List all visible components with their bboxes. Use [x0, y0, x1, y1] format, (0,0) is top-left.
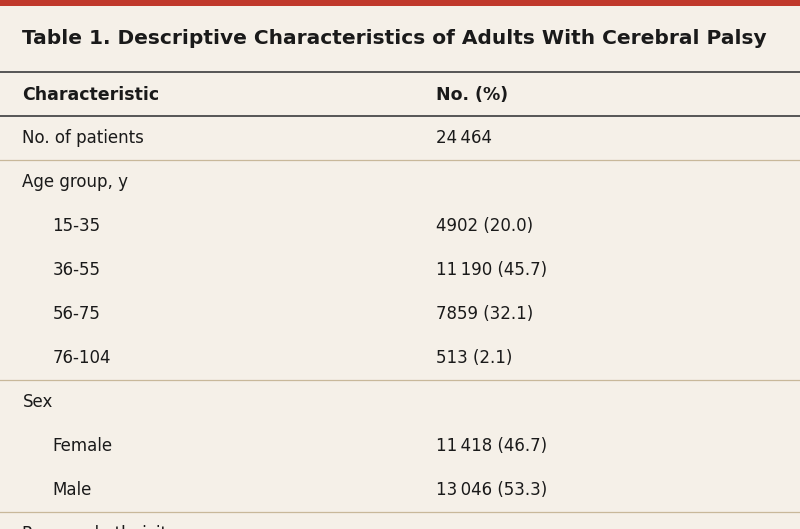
Text: 13 046 (53.3): 13 046 (53.3): [436, 481, 547, 499]
Text: 24 464: 24 464: [436, 129, 492, 147]
Text: Race and ethnicity: Race and ethnicity: [22, 525, 178, 529]
Text: 11 418 (46.7): 11 418 (46.7): [436, 437, 547, 455]
Text: 36-55: 36-55: [53, 261, 101, 279]
Text: 4902 (20.0): 4902 (20.0): [436, 217, 533, 235]
Text: No. of patients: No. of patients: [22, 129, 144, 147]
Text: No. (%): No. (%): [436, 86, 508, 104]
Text: 56-75: 56-75: [53, 305, 100, 323]
Text: Female: Female: [53, 437, 113, 455]
Text: Age group, y: Age group, y: [22, 173, 128, 191]
Text: Male: Male: [53, 481, 92, 499]
Text: 15-35: 15-35: [53, 217, 101, 235]
Text: 76-104: 76-104: [53, 349, 111, 367]
Text: Table 1. Descriptive Characteristics of Adults With Cerebral Palsy: Table 1. Descriptive Characteristics of …: [22, 29, 767, 48]
Text: 11 190 (45.7): 11 190 (45.7): [436, 261, 547, 279]
Text: 513 (2.1): 513 (2.1): [436, 349, 512, 367]
Text: Sex: Sex: [22, 393, 53, 411]
Text: 7859 (32.1): 7859 (32.1): [436, 305, 534, 323]
Bar: [0, 0, 800, 6]
Text: Characteristic: Characteristic: [22, 86, 159, 104]
